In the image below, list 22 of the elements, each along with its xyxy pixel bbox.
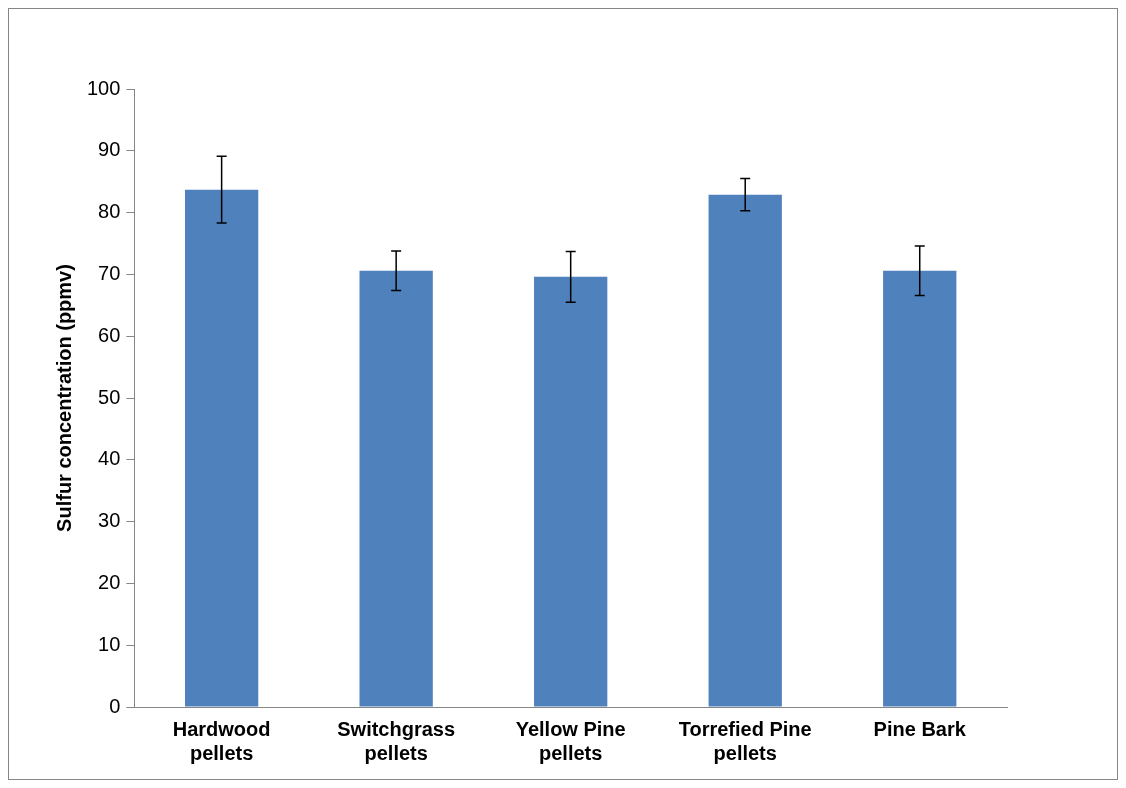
bar [708, 194, 782, 707]
y-tick-label: 100 [86, 76, 121, 99]
x-tick-label: Pine Bark [873, 717, 967, 740]
bar [534, 276, 608, 707]
y-tick-label: 10 [98, 632, 121, 655]
y-tick-label: 70 [98, 261, 121, 284]
x-tick-label: Switchgrass pellets [337, 717, 456, 764]
y-tick-label: 30 [98, 509, 121, 532]
y-tick-label: 20 [98, 570, 121, 593]
y-tick-label: 50 [98, 385, 121, 408]
bar [359, 270, 433, 707]
y-axis-title: Sulfur concentration (ppmv) [52, 264, 75, 532]
bar [184, 189, 259, 707]
x-tick-label: Hardwood pellets [172, 717, 271, 764]
x-tick-label: Yellow Pine pellets [515, 717, 626, 764]
x-tick-label: Torrefied Pine pellets [678, 717, 812, 764]
y-tick-label: 60 [98, 323, 121, 346]
y-tick-label: 0 [109, 694, 121, 717]
y-tick-label: 80 [98, 200, 121, 223]
y-tick-label: 40 [98, 447, 121, 470]
y-tick-label: 90 [98, 138, 121, 161]
bar [883, 270, 957, 707]
